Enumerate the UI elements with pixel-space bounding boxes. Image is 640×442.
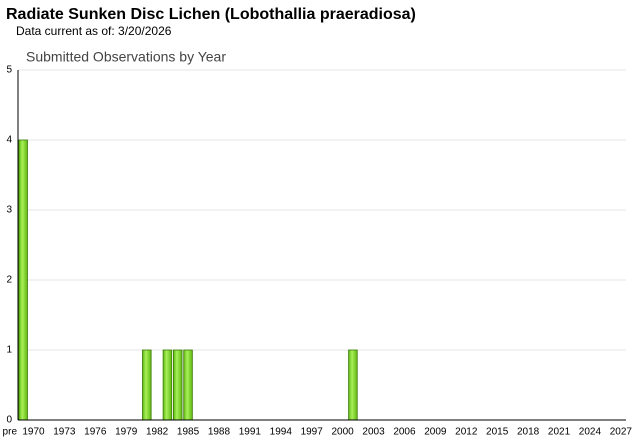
x-tick-label: 1997 <box>301 427 324 438</box>
y-tick-label: 5 <box>6 65 12 76</box>
x-tick-label: 1991 <box>239 427 262 438</box>
x-tick-label: 1970 <box>22 427 45 438</box>
x-tick-label: 1982 <box>146 427 169 438</box>
x-tick-label: 1973 <box>53 427 76 438</box>
x-tick-label: 1994 <box>270 427 293 438</box>
chart-title: Submitted Observations by Year <box>26 49 226 65</box>
y-tick-label: 2 <box>6 275 12 286</box>
x-tick-label: 2027 <box>610 427 633 438</box>
bar <box>348 349 358 421</box>
x-tick-label: pre <box>3 427 18 438</box>
x-tick-label: 2024 <box>579 427 602 438</box>
x-tick-label: 1979 <box>115 427 138 438</box>
x-tick-label: 1976 <box>84 427 107 438</box>
x-tick-label: 2021 <box>548 427 571 438</box>
x-tick-label: 2000 <box>331 427 354 438</box>
y-tick-label: 1 <box>6 345 12 356</box>
subtitle: Data current as of: 3/20/2026 <box>16 24 172 38</box>
bar <box>18 139 28 421</box>
bar <box>162 349 173 421</box>
bar <box>173 349 183 421</box>
bar <box>183 349 193 421</box>
x-tick-label: 2018 <box>517 427 540 438</box>
y-tick-label: 4 <box>6 135 12 146</box>
x-tick-label: 2009 <box>424 427 447 438</box>
x-tick-label: 2015 <box>486 427 509 438</box>
x-tick-label: 1985 <box>177 427 200 438</box>
y-tick-label: 3 <box>6 205 12 216</box>
x-tick-label: 2003 <box>362 427 385 438</box>
y-tick-label: 0 <box>6 415 12 426</box>
bar <box>142 349 152 421</box>
x-tick-label: 2012 <box>455 427 478 438</box>
page-title: Radiate Sunken Disc Lichen (Lobothallia … <box>6 6 416 23</box>
x-tick-label: 2006 <box>393 427 416 438</box>
x-tick-label: 1988 <box>208 427 231 438</box>
